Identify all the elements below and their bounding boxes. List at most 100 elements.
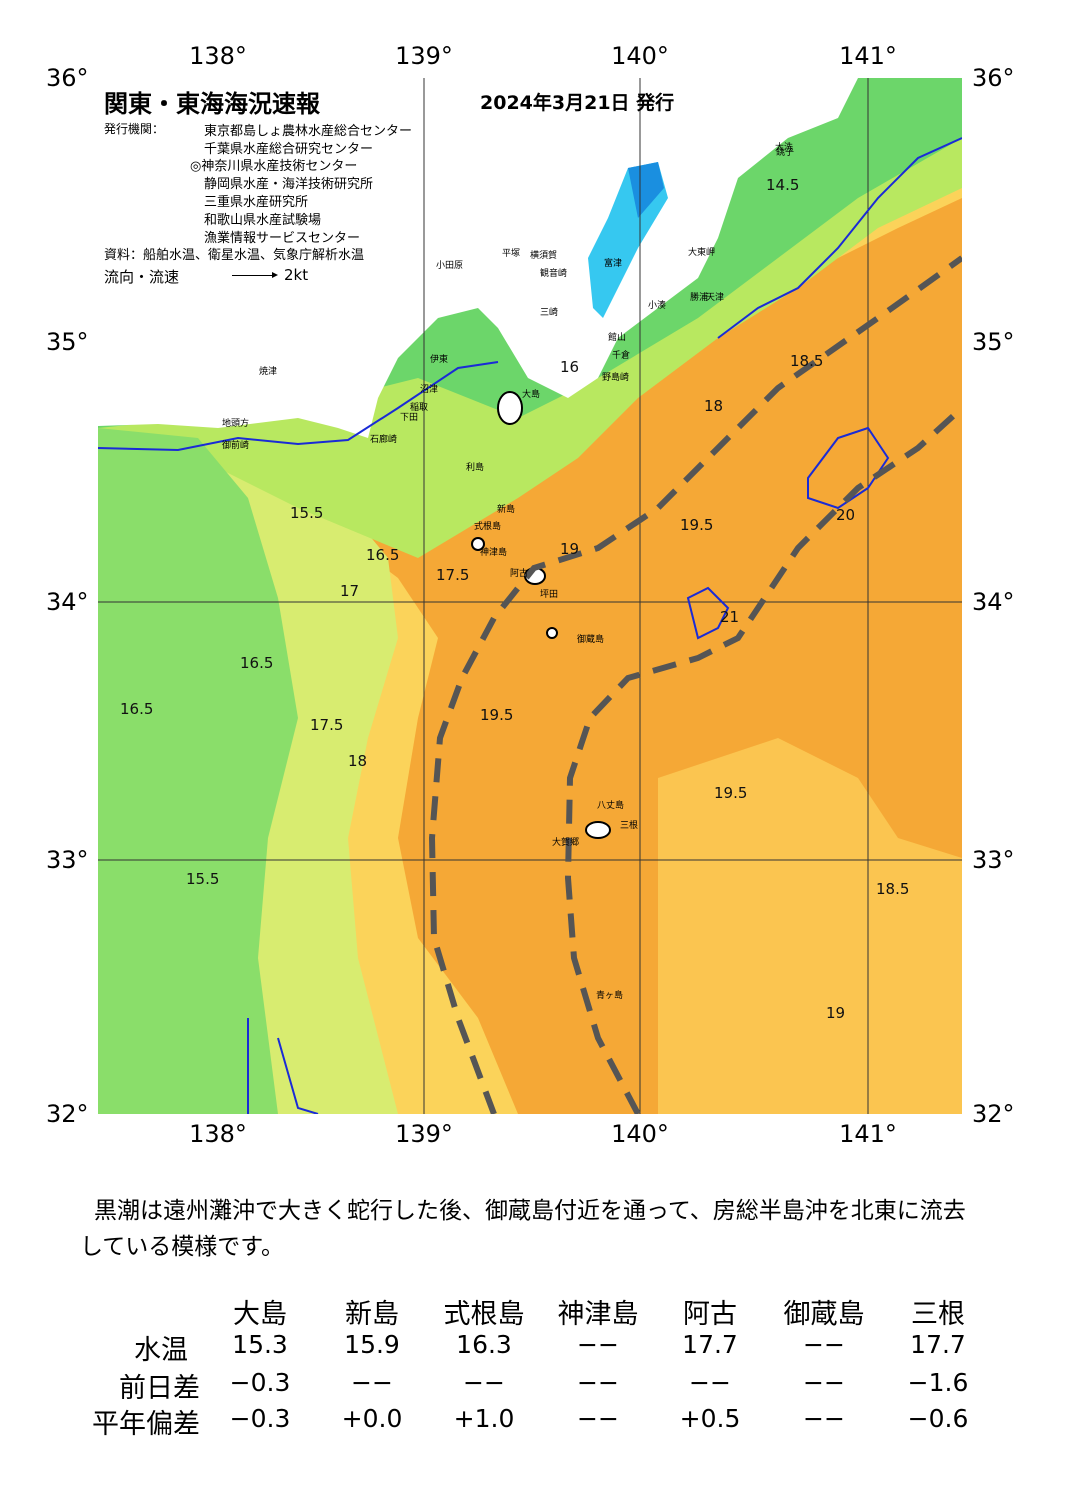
lon-label-bottom: 139° [395, 1120, 453, 1148]
table-cell: −− [577, 1404, 619, 1433]
place-label: 三崎 [540, 308, 559, 318]
agency-item: 和歌山県水産試験場 [204, 213, 322, 228]
lon-label-top: 140° [611, 42, 669, 70]
issue-date: 2024年3月21日 発行 [480, 92, 675, 114]
place-label: 大島 [522, 390, 541, 400]
table-cell: −0.3 [229, 1368, 291, 1397]
table-row-header: 前日差 [119, 1373, 200, 1404]
place-label: 伊東 [430, 355, 449, 365]
table-cell: 15.9 [344, 1330, 400, 1359]
place-label: 野島崎 [602, 373, 630, 383]
place-label: 八丈島 [597, 801, 625, 811]
flow-legend-unit: 2kt [284, 266, 309, 284]
lat-label-right: 34° [972, 588, 1015, 616]
island-mikurajima [546, 627, 558, 639]
table-cell: −− [803, 1368, 845, 1397]
table-cell: −− [351, 1368, 393, 1397]
table-cell: −− [803, 1404, 845, 1433]
table-column-header: 大島 [233, 1299, 287, 1330]
sea-temperature-map [98, 78, 962, 1114]
place-label: 館山 [608, 333, 627, 343]
place-label: 御前崎 [222, 441, 250, 451]
place-label: 富津 [604, 259, 623, 269]
agency-item: 静岡県水産・海洋技術研究所 [204, 177, 374, 192]
isotherm-label: 17 [340, 582, 360, 600]
table-column-header: 新島 [345, 1299, 399, 1330]
table-row-header: 平年偏差 [92, 1409, 200, 1440]
place-label: 稲取 [410, 403, 429, 413]
table-row-header: 水温 [134, 1335, 188, 1366]
table-cell: 17.7 [682, 1330, 738, 1359]
flow-legend-label: 流向・流速 [104, 268, 180, 286]
place-label: 石廊崎 [370, 435, 398, 445]
place-label: 大賀郷 [552, 838, 580, 848]
lat-label-left: 33° [46, 846, 89, 874]
agency-item: ◎神奈川県水産技術センター [190, 159, 358, 174]
contour-lines [98, 137, 962, 1114]
lat-label-right: 35° [972, 328, 1015, 356]
isotherm-label: 16.5 [240, 654, 274, 672]
table-cell: 16.3 [456, 1330, 512, 1359]
lon-label-top: 139° [395, 42, 453, 70]
table-cell: −− [463, 1368, 505, 1397]
island-oshima [497, 391, 523, 425]
table-column-header: 神津島 [557, 1299, 639, 1330]
warm-band-south [658, 738, 962, 1114]
place-label: 小湊 [648, 301, 667, 311]
lat-label-left: 35° [46, 328, 89, 356]
lon-label-top: 141° [839, 42, 897, 70]
lat-label-left: 34° [46, 588, 89, 616]
place-label: 式根島 [474, 522, 502, 532]
place-label: 利島 [466, 463, 485, 473]
description: 黒潮は遠州灘沖で大きく蛇行した後、御蔵島付近を通って、房総半島沖を北東に流去して… [80, 1198, 966, 1260]
flow-arrow-icon [232, 272, 278, 278]
isotherm-label: 19.5 [680, 516, 714, 534]
isotherm-label: 15.5 [186, 870, 220, 888]
place-label: 神津島 [480, 548, 508, 558]
place-label: 勝浦 [690, 293, 709, 303]
lon-label-bottom: 141° [839, 1120, 897, 1148]
place-label: 地頭方 [222, 419, 250, 429]
isotherm-label: 14.5 [766, 176, 800, 194]
place-label: 青ヶ島 [596, 991, 624, 1001]
place-label: 新島 [497, 505, 516, 515]
place-label: 小田原 [436, 261, 464, 271]
agency-item: 東京都島しょ農林水産総合センター [204, 124, 413, 139]
place-label: 下田 [400, 413, 419, 423]
lon-label-bottom: 138° [189, 1120, 247, 1148]
lon-label-bottom: 140° [611, 1120, 669, 1148]
lat-label-right: 36° [972, 64, 1015, 92]
isotherm-label: 16.5 [366, 546, 400, 564]
table-cell: +0.0 [341, 1404, 403, 1433]
lat-label-right: 32° [972, 1100, 1015, 1128]
table-column-header: 式根島 [443, 1299, 525, 1330]
isotherm-label: 18.5 [876, 880, 910, 898]
table-cell: −− [803, 1330, 845, 1359]
isotherm-label: 17.5 [436, 566, 470, 584]
place-label: 焼津 [259, 367, 278, 377]
agency-label: 発行機関： [104, 122, 165, 136]
isotherm-label: 18 [704, 397, 724, 415]
table-cell: −− [577, 1330, 619, 1359]
isotherm-label: 19 [826, 1004, 846, 1022]
table-cell: −0.3 [229, 1404, 291, 1433]
island-hachijojima [585, 821, 611, 839]
data-source: 資料：船舶水温、衛星水温、気象庁解析水温 [104, 248, 365, 263]
place-label: 坪田 [540, 590, 559, 600]
isotherm-label: 21 [720, 608, 740, 626]
table-column-header: 阿古 [683, 1299, 737, 1330]
lon-label-top: 138° [189, 42, 247, 70]
isotherm-label: 18.5 [790, 352, 824, 370]
table-cell: +0.5 [679, 1404, 741, 1433]
isotherm-label: 19.5 [480, 706, 514, 724]
table-cell: +1.0 [453, 1404, 515, 1433]
kuroshio-axis [428, 255, 962, 1114]
place-label: 観音崎 [540, 269, 568, 279]
isotherm-label: 16.5 [120, 700, 154, 718]
place-label: 平塚 [502, 249, 521, 259]
agency-item: 三重県水産研究所 [204, 195, 309, 210]
table-column-header: 三根 [911, 1299, 965, 1330]
isotherm-label: 19.5 [714, 784, 748, 802]
place-label: 大東岬 [688, 248, 716, 258]
island-kozushima [471, 537, 485, 551]
